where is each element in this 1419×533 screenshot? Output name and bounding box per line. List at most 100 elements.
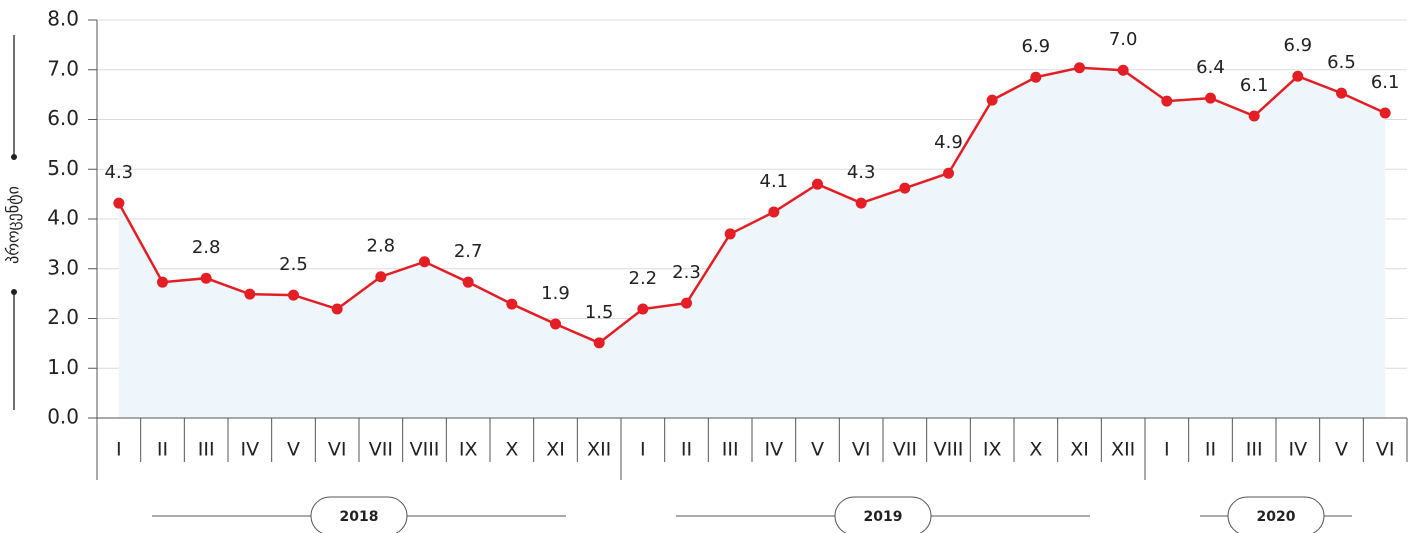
value-label: 2.8: [367, 236, 396, 257]
x-tick-label: VIII: [934, 439, 964, 461]
y-tick-label: 0.0: [47, 405, 79, 429]
x-tick-label: I: [1164, 439, 1170, 461]
x-tick-label: II: [1205, 439, 1216, 461]
point: [943, 167, 954, 179]
point: [1336, 87, 1347, 99]
y-tick-label: 7.0: [47, 56, 79, 80]
point: [419, 256, 430, 268]
x-tick-label: V: [287, 439, 300, 461]
x-tick-label: XII: [587, 439, 611, 461]
value-label: 2.5: [279, 254, 308, 275]
point: [550, 318, 561, 330]
point: [724, 228, 736, 240]
year-pill: [310, 496, 408, 533]
point: [375, 271, 387, 283]
point: [1074, 62, 1085, 74]
y-tick-label: 1.0: [47, 355, 79, 379]
year-label: 2020: [1257, 509, 1296, 525]
x-tick-label: VIII: [410, 439, 440, 461]
value-label: 6.9: [1284, 35, 1313, 56]
point: [1379, 107, 1391, 119]
x-tick-label: XII: [1111, 439, 1135, 461]
point: [899, 182, 911, 194]
point: [1292, 70, 1304, 82]
value-label: 6.1: [1240, 75, 1269, 96]
point: [113, 197, 125, 209]
x-tick-label: IV: [241, 439, 260, 461]
x-tick-label: VII: [893, 439, 917, 461]
point: [288, 289, 299, 301]
point: [1161, 95, 1173, 107]
value-label: 6.9: [1022, 36, 1051, 57]
point: [812, 178, 823, 190]
y-tick-label: 4.0: [47, 206, 79, 230]
point: [244, 288, 256, 300]
x-tick-label: XI: [1070, 439, 1089, 461]
y-tick-label: 2.0: [47, 305, 79, 329]
point: [855, 197, 867, 209]
value-label: 2.3: [672, 262, 701, 283]
y-axis-title: პროცენტი: [4, 186, 23, 264]
x-tick-label: V: [811, 439, 824, 461]
x-tick-label: VI: [1376, 439, 1395, 461]
x-tick-label: XI: [546, 439, 565, 461]
value-label: 2.2: [629, 268, 658, 289]
value-label: 4.3: [105, 162, 134, 183]
point: [593, 337, 605, 349]
point: [157, 276, 168, 288]
value-label: 6.5: [1327, 52, 1356, 73]
x-tick-label: III: [198, 439, 215, 461]
point: [331, 303, 343, 315]
x-tick-label: I: [116, 439, 122, 461]
x-tick-label: III: [722, 439, 739, 461]
point: [1205, 92, 1216, 104]
point: [462, 276, 474, 288]
y-tick-label: 6.0: [47, 106, 79, 130]
x-tick-label: I: [640, 439, 646, 461]
line: [117, 66, 1386, 345]
value-label: 1.9: [541, 283, 570, 304]
year-pill: [1227, 496, 1325, 533]
point: [1248, 110, 1260, 122]
y-title-dot: [11, 154, 17, 160]
point: [200, 272, 212, 284]
x-tick-label: X: [1029, 439, 1042, 461]
x-tick-label: X: [505, 439, 518, 461]
x-tick-label: VI: [328, 439, 347, 461]
year-pill: [834, 496, 932, 533]
y-tick-label: 3.0: [47, 255, 79, 279]
point: [1117, 64, 1129, 76]
point: [768, 206, 780, 218]
area: [118, 67, 1386, 418]
value-label: 6.4: [1196, 57, 1225, 78]
y-tick-label: 8.0: [47, 7, 79, 31]
x-tick-label: IX: [983, 439, 1002, 461]
point: [986, 94, 998, 106]
value-label: 2.7: [454, 241, 483, 262]
value-label: 7.0: [1109, 29, 1138, 50]
y-tick-label: 5.0: [47, 156, 79, 180]
point: [506, 298, 518, 310]
value-label: 4.3: [847, 162, 876, 183]
point: [1030, 71, 1042, 83]
x-tick-label: II: [157, 439, 168, 461]
year-label: 2018: [340, 509, 379, 525]
x-tick-label: IV: [1289, 439, 1308, 461]
value-label: 1.5: [585, 302, 614, 323]
point: [637, 303, 649, 315]
x-tick-label: IX: [459, 439, 478, 461]
x-tick-label: V: [1335, 439, 1348, 461]
x-tick-label: II: [681, 439, 692, 461]
year-label: 2019: [864, 509, 903, 525]
y-title-dot: [11, 289, 17, 295]
value-label: 4.1: [760, 171, 789, 192]
x-tick-label: III: [1246, 439, 1263, 461]
value-label: 4.9: [934, 132, 963, 153]
y-axis-title-group: პროცენტი: [4, 35, 23, 410]
x-tick-label: VI: [852, 439, 871, 461]
x-tick-label: VII: [369, 439, 393, 461]
value-label: 6.1: [1371, 72, 1400, 93]
x-tick-label: IV: [765, 439, 784, 461]
point: [681, 297, 692, 309]
